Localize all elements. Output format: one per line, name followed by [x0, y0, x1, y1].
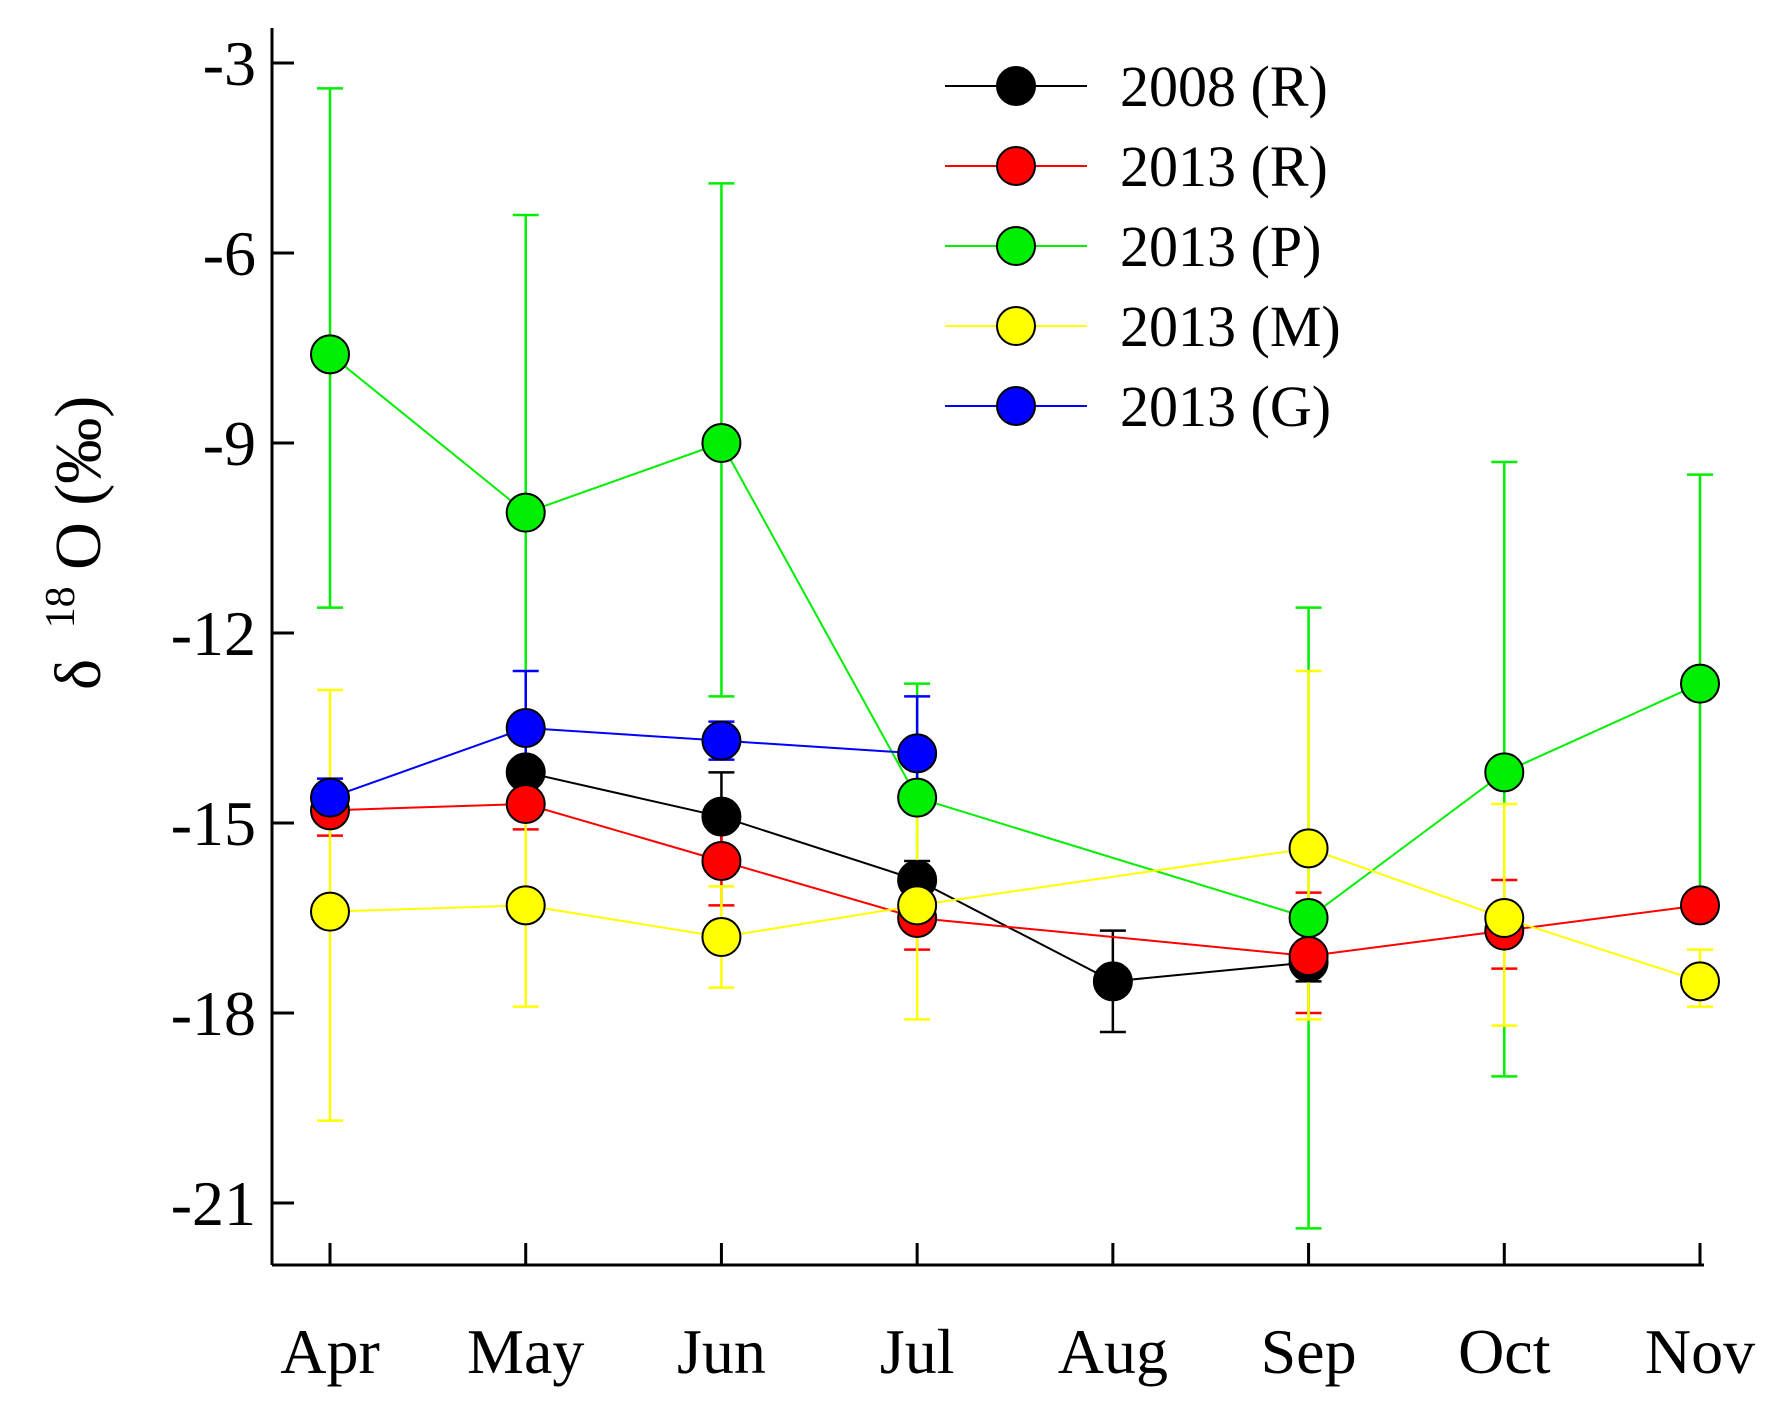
data-point	[701, 423, 742, 463]
y-tick-label: -6	[203, 218, 256, 289]
x-tick-label: Nov	[1645, 1316, 1755, 1387]
y-axis-label: δ 18 O (‰)	[16, 396, 115, 690]
y-axis-label-main: O (‰)	[42, 396, 115, 570]
data-point	[701, 796, 742, 837]
legend-marker	[996, 66, 1036, 106]
data-point	[1484, 752, 1525, 793]
data-point	[505, 784, 546, 824]
data-point	[701, 720, 742, 761]
series-layer	[310, 87, 1720, 1230]
legend-label: 2013 (G)	[1120, 374, 1331, 439]
data-point	[1092, 961, 1133, 1002]
legend-label: 2013 (R)	[1120, 134, 1328, 199]
y-tick-label: -21	[171, 1168, 256, 1239]
y-tick-label: -12	[171, 598, 256, 669]
data-point	[1680, 663, 1720, 704]
legend-label: 2013 (P)	[1120, 214, 1321, 279]
data-point	[310, 334, 350, 375]
y-axis-label-superscript: 18	[38, 586, 84, 628]
legend-marker	[996, 306, 1036, 346]
data-point	[897, 885, 938, 926]
series-line	[329, 726, 918, 799]
y-tick-label: -15	[171, 788, 256, 859]
legend-marker	[996, 146, 1036, 186]
y-axis-label-symbol: δ	[42, 659, 115, 690]
legend: 2008 (R) 2013 (R) 2013 (P) 2013 (M) 2013 (G)	[945, 54, 1341, 439]
y-tick-label: -3	[203, 28, 256, 99]
x-tick-label: Sep	[1261, 1316, 1357, 1387]
data-point	[897, 777, 938, 818]
x-tick-label: May	[467, 1316, 584, 1387]
data-point	[310, 891, 350, 932]
data-point	[1484, 898, 1525, 938]
data-point	[505, 708, 546, 748]
data-point	[1288, 898, 1329, 938]
x-tick-label: Jun	[677, 1316, 766, 1387]
legend-marker	[996, 386, 1036, 426]
data-point	[701, 917, 742, 957]
error-bars-2008-r-	[708, 771, 1322, 1034]
series-line	[329, 353, 1701, 920]
x-tick-label: Apr	[280, 1316, 380, 1387]
x-tick-label: Aug	[1058, 1316, 1168, 1387]
data-point	[1680, 885, 1720, 926]
data-point	[1680, 961, 1720, 1002]
data-point	[505, 885, 546, 926]
data-point	[1288, 936, 1329, 976]
data-point	[1288, 828, 1329, 869]
legend-marker	[996, 226, 1036, 266]
x-tick-label: Jul	[880, 1316, 955, 1387]
y-tick-label: -9	[203, 408, 256, 479]
legend-label: 2013 (M)	[1120, 294, 1341, 359]
data-point	[897, 733, 938, 774]
data-point	[505, 492, 546, 533]
data-point	[310, 777, 350, 818]
data-point	[701, 841, 742, 881]
y-tick-label: -18	[171, 978, 256, 1049]
x-tick-label: Oct	[1458, 1316, 1551, 1387]
axes: -3 -6 -9 -12 -15 -18 -21 Apr May Jun Jul Aug Sep Oct N…	[171, 28, 1755, 1387]
legend-label: 2008 (R)	[1120, 54, 1328, 119]
